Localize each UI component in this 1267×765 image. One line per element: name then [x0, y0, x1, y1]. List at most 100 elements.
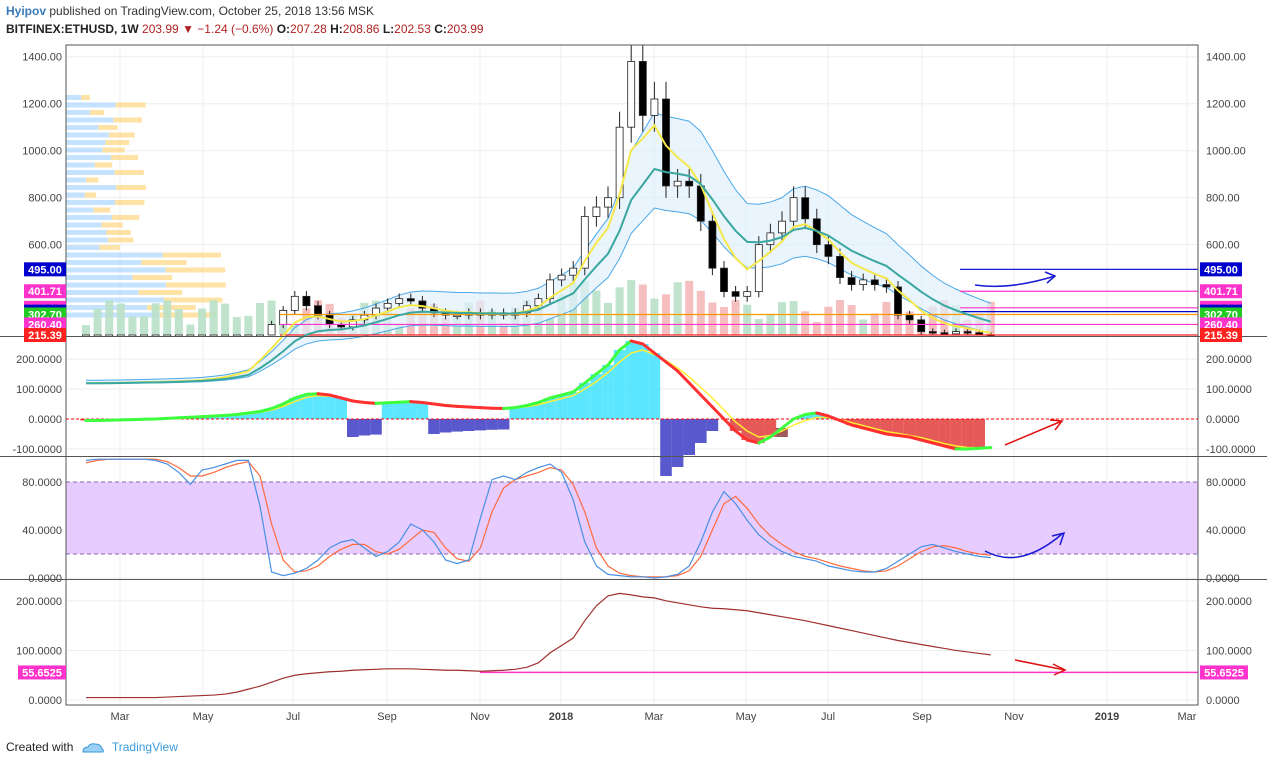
volume-bar: [627, 280, 636, 335]
macd-line-segment: [328, 393, 343, 400]
macd-area: [521, 405, 533, 419]
y-tick-label-right: -100.0000: [1206, 444, 1256, 456]
low-label: L:: [382, 22, 395, 36]
macd-area: [393, 402, 405, 419]
volume-profile-bar: [66, 275, 133, 280]
volume-profile-bar: [66, 237, 109, 243]
candle-body: [882, 284, 891, 288]
y-tick-label-left: 600.00: [28, 240, 62, 252]
x-tick-label: Mar: [645, 711, 664, 723]
stoch-band: [66, 482, 1198, 554]
volume-profile-bar: [138, 290, 183, 295]
macd-line-segment: [397, 400, 413, 404]
macd-line-segment: [270, 402, 285, 410]
candle-body: [940, 332, 949, 335]
volume-profile-bar: [162, 252, 221, 258]
macd-line-segment: [977, 446, 993, 450]
price-level-badge-right: [1200, 262, 1242, 277]
macd-line-segment: [861, 426, 877, 433]
x-tick-label: Sep: [912, 711, 932, 723]
volume-profile-bar: [66, 162, 95, 168]
macd-area: [277, 404, 289, 419]
macd-line-segment: [826, 414, 842, 422]
macd-area: [579, 383, 591, 419]
bollinger-band-fill: [86, 112, 991, 384]
macd-area: [358, 419, 371, 436]
volume-bar: [267, 300, 276, 335]
volume-profile-bar: [66, 192, 85, 198]
volume-profile-bar: [115, 185, 146, 190]
volume-bar: [928, 306, 937, 335]
volume-bar: [186, 324, 195, 335]
macd-line-segment: [745, 438, 761, 445]
open-label: O:: [276, 22, 291, 36]
volume-profile-bar: [66, 282, 166, 288]
macd-line-segment: [548, 393, 564, 400]
candle-body: [453, 314, 462, 318]
macd-line-segment: [815, 411, 830, 418]
y-tick-label-left: 0.0000: [28, 695, 62, 707]
macd-area: [857, 419, 869, 428]
macd-area: [405, 401, 417, 419]
volume-bar: [93, 308, 102, 335]
candle-body: [789, 197, 798, 222]
low-value: 202.53: [394, 22, 431, 36]
candle-body: [743, 291, 752, 297]
volume-bar: [546, 318, 554, 335]
y-tick-label-left: 0.0000: [28, 414, 62, 426]
macd-line-segment: [444, 404, 459, 408]
ema-fast-line: [85, 123, 992, 385]
candle-body: [836, 256, 844, 278]
candle-body: [917, 319, 926, 332]
x-tick-label: Nov: [470, 711, 490, 723]
macd-area: [892, 419, 904, 436]
price-level-label-left: 215.39: [28, 330, 62, 342]
macd-area: [381, 402, 394, 419]
volume-bar: [685, 280, 694, 335]
macd-area: [927, 419, 939, 443]
volume-profile-bar: [165, 282, 226, 288]
macd-line-segment: [652, 351, 668, 364]
macd-line-segment: [629, 339, 645, 346]
volume-bar: [174, 309, 183, 335]
macd-line-segment: [780, 417, 796, 430]
macd-line-segment: [339, 396, 355, 403]
volume-bar: [592, 290, 601, 335]
macd-line-segment: [792, 413, 807, 421]
macd-line-segment: [873, 429, 888, 436]
macd-line-segment: [374, 401, 390, 405]
y-tick-label-right: 600.00: [1206, 240, 1240, 252]
macd-line-segment: [165, 416, 181, 420]
macd-area: [254, 411, 266, 419]
volume-bar: [812, 322, 821, 335]
macd-line-segment: [455, 404, 471, 409]
macd-area: [416, 402, 429, 419]
candle-body: [766, 232, 775, 246]
volume-profile-bar: [115, 102, 146, 108]
volume-bar: [708, 302, 717, 335]
volume-profile-bar: [66, 215, 112, 220]
volume-bar: [720, 307, 728, 335]
volume-bar: [859, 319, 868, 335]
macd-line-segment: [316, 392, 332, 397]
volume-profile-bar: [66, 132, 109, 138]
macd-line-segment: [177, 415, 192, 420]
author-name[interactable]: Hyipov: [6, 4, 47, 18]
volume-bar: [105, 300, 114, 335]
macd-area: [602, 365, 614, 419]
volume-bar: [441, 317, 450, 335]
macd-area: [753, 419, 765, 443]
macd-area: [903, 419, 916, 437]
macd-area: [555, 395, 568, 419]
macd-line-segment: [850, 423, 865, 430]
y-tick-label-right: 100.0000: [1206, 645, 1252, 657]
volume-profile-bar: [102, 147, 125, 153]
indicator-line: [86, 592, 991, 699]
y-tick-label-left: 200.0000: [16, 596, 62, 608]
tradingview-brand[interactable]: TradingView: [111, 740, 178, 754]
macd-line-segment: [258, 407, 274, 413]
y-tick-label-right: 80.0000: [1206, 477, 1246, 489]
macd-line-segment: [235, 411, 250, 416]
price-level-badge-right: [1200, 328, 1242, 342]
